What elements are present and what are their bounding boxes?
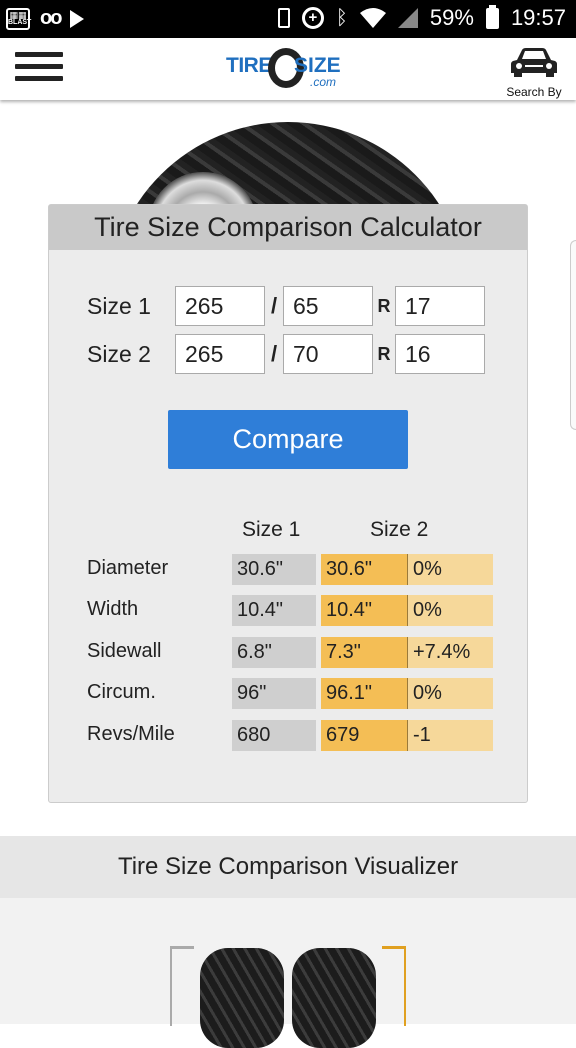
size2-width-input[interactable]: 265 [175, 334, 265, 374]
result-size1-value: 10.4" [232, 595, 316, 626]
size1-aspect-input[interactable]: 65 [283, 286, 373, 326]
result-size2-value: 96.1" [321, 678, 407, 709]
result-row-revs-per-mile: Revs/Mile 680 679 -1 [87, 720, 497, 751]
result-diff-value: 0% [407, 554, 493, 585]
battery-percent: 59% [429, 5, 474, 30]
result-diff-value: 0% [407, 678, 493, 709]
result-size2-value: 7.3" [321, 637, 407, 668]
hero-tire-image [0, 100, 576, 220]
voicemail-icon: oo [40, 7, 62, 29]
visualizer-area [0, 898, 576, 1048]
results-size2-header: Size 2 [370, 518, 429, 541]
size2-row: Size 2 265 / 70 R 16 [87, 334, 485, 374]
result-row-sidewall: Sidewall 6.8" 7.3" +7.4% [87, 637, 497, 668]
slash-separator: / [270, 341, 278, 366]
result-label: Circum. [87, 681, 156, 703]
play-store-icon [70, 9, 85, 28]
wifi-icon [359, 8, 386, 28]
logo-tire-icon [268, 48, 304, 88]
size2-rim-input[interactable]: 16 [395, 334, 485, 374]
tiresize-logo[interactable]: TIRE SIZE .com [226, 48, 352, 92]
battery-saver-icon [277, 8, 290, 28]
size1-row: Size 1 265 / 65 R 17 [87, 286, 485, 326]
result-diff-value: 0% [407, 595, 493, 626]
logo-size-text: SIZE [294, 54, 341, 77]
result-size1-value: 30.6" [232, 554, 316, 585]
size2-label: Size 2 [87, 340, 151, 367]
battery-icon [485, 4, 499, 29]
size2-bracket [382, 946, 406, 1026]
result-label: Revs/Mile [87, 723, 175, 745]
cell-signal-icon [397, 8, 418, 28]
search-by-label: Search By [506, 85, 562, 99]
data-saver-icon: + [301, 7, 324, 29]
result-label: Width [87, 598, 139, 620]
result-row-circumference: Circum. 96" 96.1" 0% [87, 678, 497, 709]
size2-tire-image [292, 948, 376, 1048]
compare-button[interactable]: Compare [168, 410, 408, 469]
status-bar: ▦▦ BLAST oo + ᛒ 59% 19:57 [0, 0, 576, 38]
menu-icon[interactable] [15, 52, 63, 86]
clock: 19:57 [510, 5, 566, 30]
calculator-title: Tire Size Comparison Calculator [49, 205, 527, 250]
result-diff-value: +7.4% [407, 637, 493, 668]
result-row-width: Width 10.4" 10.4" 0% [87, 595, 497, 626]
results-size1-header: Size 1 [242, 518, 301, 541]
result-size1-value: 96" [232, 678, 316, 709]
result-size2-value: 10.4" [321, 595, 407, 626]
result-row-diameter: Diameter 30.6" 30.6" 0% [87, 554, 497, 585]
result-size1-value: 680 [232, 720, 316, 751]
logo-tire-text: TIRE [226, 54, 272, 77]
bluetooth-icon: ᛒ [335, 6, 348, 29]
size1-rim-input[interactable]: 17 [395, 286, 485, 326]
size1-width-input[interactable]: 265 [175, 286, 265, 326]
result-label: Diameter [87, 557, 169, 579]
result-label: Sidewall [87, 640, 162, 662]
rim-prefix: R [377, 295, 391, 316]
car-icon [511, 48, 557, 77]
edge-panel-handle[interactable] [570, 240, 576, 430]
visualizer-title: Tire Size Comparison Visualizer [0, 836, 576, 898]
size2-aspect-input[interactable]: 70 [283, 334, 373, 374]
result-diff-value: -1 [407, 720, 493, 751]
rim-prefix: R [377, 343, 391, 364]
logo-com-text: .com [310, 75, 337, 89]
result-size2-value: 30.6" [321, 554, 407, 585]
result-size1-value: 6.8" [232, 637, 316, 668]
result-size2-value: 679 [321, 720, 407, 751]
size1-bracket [170, 946, 194, 1026]
blast-app-icon: ▦▦ BLAST [6, 7, 31, 30]
comparison-calculator: Tire Size Comparison Calculator Size 1 2… [48, 204, 528, 803]
slash-separator: / [270, 293, 278, 318]
size1-label: Size 1 [87, 292, 151, 319]
app-header: TIRE SIZE .com Search By [0, 38, 576, 100]
size1-tire-image [200, 948, 284, 1048]
search-by-button[interactable]: Search By [504, 46, 564, 99]
